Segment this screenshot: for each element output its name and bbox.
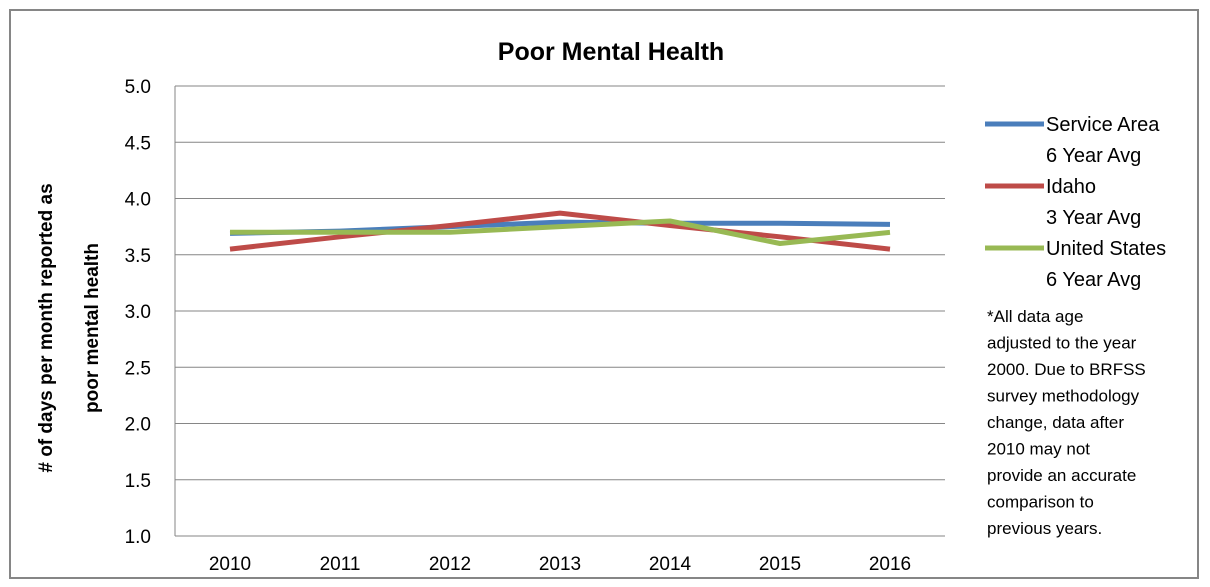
y-tick-label: 1.5: [125, 471, 151, 492]
y-tick-label: 4.0: [125, 190, 151, 211]
legend-label: Idaho: [1046, 176, 1096, 198]
y-tick-label: 4.5: [125, 133, 151, 154]
x-tick-label: 2010: [209, 554, 251, 575]
series-line-united-states: [230, 218, 891, 246]
x-tick-label: 2013: [539, 554, 581, 575]
y-tick-label: 3.0: [125, 302, 151, 323]
x-tick-label: 2012: [429, 554, 471, 575]
footnote-line: adjusted to the year: [987, 334, 1137, 353]
footnote-line: provide an accurate: [987, 466, 1136, 485]
y-axis-label-line-1: # of days per month reported as: [36, 183, 57, 472]
chart-frame: [9, 9, 1199, 579]
series-line-idaho: [229, 210, 891, 252]
footnote-line: 2010 may not: [987, 440, 1090, 459]
y-tick-label: 3.5: [125, 246, 151, 267]
footnote-line: *All data age: [987, 307, 1083, 326]
gridlines: [174, 85, 945, 537]
legend: Service Area 6 Year Avg Idaho 3 Year Avg Uni…: [985, 114, 1166, 291]
y-tick-label: 5.0: [125, 77, 151, 98]
footnote-line: survey methodology: [987, 387, 1140, 406]
legend-label: United States: [1046, 238, 1166, 260]
legend-sublabel: 3 Year Avg: [1046, 207, 1141, 229]
legend-label: Service Area: [1046, 114, 1160, 136]
chart-title: Poor Mental Health: [498, 38, 724, 66]
x-tick-label: 2016: [869, 554, 911, 575]
footnote-line: previous years.: [987, 519, 1102, 538]
legend-sublabel: 6 Year Avg: [1046, 145, 1141, 167]
y-tick-label: 2.5: [125, 358, 151, 379]
x-tick-label: 2015: [759, 554, 801, 575]
y-axis-label: # of days per month reported as poor men…: [36, 183, 103, 472]
x-tick-label: 2011: [320, 554, 361, 575]
y-axis-ticks: 1.0 1.5 2.0 2.5 3.0 3.5 4.0 4.5 5.0: [125, 77, 151, 548]
footnote-line: 2000. Due to BRFSS: [987, 360, 1146, 379]
footnote-line: change, data after: [987, 413, 1124, 432]
x-tick-label: 2014: [649, 554, 692, 575]
y-tick-label: 1.0: [125, 527, 151, 548]
series-lines: [229, 210, 891, 252]
footnote: *All data age adjusted to the year 2000. D…: [987, 307, 1146, 538]
footnote-line: comparison to: [987, 493, 1094, 512]
x-axis-ticks: 2010 2011 2012 2013 2014 2015 2016: [209, 554, 911, 575]
legend-sublabel: 6 Year Avg: [1046, 269, 1141, 291]
y-tick-label: 2.0: [125, 415, 151, 436]
y-axis-label-line-2: poor mental health: [82, 243, 103, 413]
